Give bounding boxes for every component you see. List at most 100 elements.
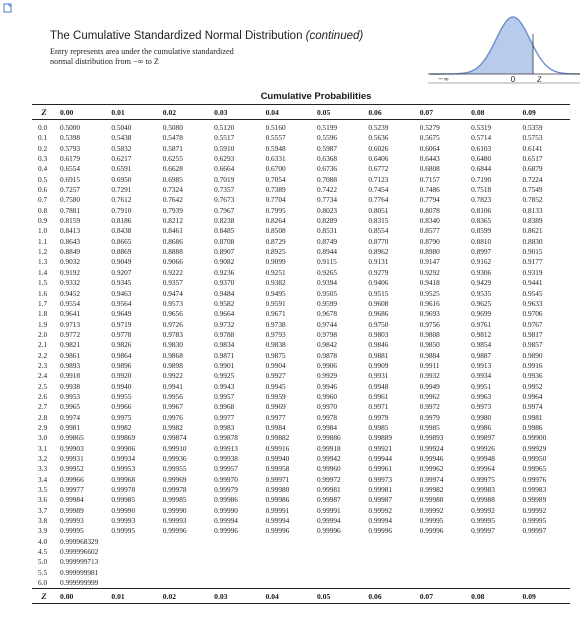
empty-cell <box>467 537 518 547</box>
table-row: 0.9 0.8159 0.8186 0.8212 0.8238 0.8264 0.8289 0… <box>32 216 570 226</box>
probability-cell: 0.7389 <box>265 185 286 195</box>
probability-cell: 0.9931 <box>368 371 389 381</box>
probability-cell: 0.99961 <box>368 464 393 474</box>
probability-cell: 0.9582 <box>214 298 235 308</box>
z-value: 0.5 <box>38 174 48 184</box>
probability-cell: 0.6808 <box>419 164 440 174</box>
table-row: 0.8 0.7881 0.7910 0.7939 0.7967 0.7995 0.8023 0… <box>32 206 570 216</box>
probability-cell: 0.99968 <box>111 474 136 484</box>
z-value: 1.9 <box>38 319 48 329</box>
probability-cell: 0.9573 <box>162 298 183 308</box>
probability-cell: 0.6628 <box>162 164 183 174</box>
probability-cell: 0.9985 <box>368 422 389 432</box>
probability-cell: 0.99978 <box>111 485 136 495</box>
probability-cell: 0.7422 <box>316 185 338 195</box>
probability-cell: 0.6664 <box>214 164 235 174</box>
probability-cell: 0.8289 <box>316 216 338 226</box>
z-value: 1.6 <box>38 288 48 298</box>
probability-cell: 0.99976 <box>522 474 547 484</box>
probability-cell: 0.99996 <box>214 526 238 536</box>
probability-cell: 0.7734 <box>316 195 338 205</box>
probability-cell: 0.9969 <box>265 402 286 412</box>
z-value: 2.1 <box>38 340 48 350</box>
empty-cell <box>210 568 261 578</box>
probability-cell: 0.6950 <box>111 174 132 184</box>
probability-cell: 0.9842 <box>316 340 338 350</box>
probability-cell: 0.9916 <box>522 360 543 370</box>
probability-cell: 0.8340 <box>419 216 440 226</box>
probability-cell: 0.9945 <box>265 381 286 391</box>
probability-cell: 0.99986 <box>265 495 290 505</box>
probability-cell: 0.9591 <box>265 298 286 308</box>
probability-cell: 0.7224 <box>522 174 543 184</box>
probability-cell: 0.6736 <box>316 164 338 174</box>
probability-cell: 0.8907 <box>214 247 235 257</box>
probability-cell: 0.99869 <box>111 433 136 443</box>
probability-cell: 0.9641 <box>60 309 81 319</box>
probability-cell: 0.99991 <box>316 505 341 515</box>
probability-cell: 0.8365 <box>471 216 492 226</box>
probability-cell: 0.9719 <box>111 319 132 329</box>
probability-cell: 0.9406 <box>368 278 389 288</box>
probability-cell: 0.99903 <box>60 443 84 453</box>
z-value: 3.5 <box>38 485 48 495</box>
table-row: 1.6 0.9452 0.9463 0.9474 0.9484 0.9495 0.9505 0… <box>32 289 570 299</box>
probability-cell: 0.9909 <box>368 360 389 370</box>
probability-cell: 0.5557 <box>265 133 286 143</box>
z-value: 1.3 <box>38 257 48 267</box>
table-caption: Cumulative Probabilities <box>260 91 372 102</box>
probability-cell: 0.7291 <box>111 185 132 195</box>
table-header: Z 0.00 0.01 0.02 0.03 0.04 0.05 0.06 0.07 0.08 0.… <box>32 104 570 120</box>
table-row: 3.4 0.99966 0.99968 0.99969 0.99970 0.99971 0.… <box>32 475 570 485</box>
probability-cell: 0.8686 <box>162 236 183 246</box>
probability-cell: 0.9918 <box>60 371 81 381</box>
probability-cell: 0.7486 <box>419 185 440 195</box>
probability-cell: 0.6406 <box>368 154 389 164</box>
probability-cell: 0.99940 <box>265 454 290 463</box>
probability-cell: 0.9236 <box>214 267 235 277</box>
probability-cell: 0.9960 <box>316 391 338 401</box>
probability-cell: 0.9821 <box>60 340 81 350</box>
probability-cell: 0.8212 <box>162 216 183 226</box>
probability-cell: 0.999999713 <box>60 557 99 567</box>
empty-cell <box>210 557 261 567</box>
table-row: 2.4 0.9918 0.9920 0.9922 0.9925 0.9927 0.9929 0… <box>32 371 570 381</box>
probability-cell: 0.99985 <box>111 495 136 505</box>
probability-cell: 0.9115 <box>316 257 337 267</box>
minus-infinity-label: −∞ <box>438 75 449 83</box>
empty-cell <box>364 568 415 578</box>
probability-cell: 0.9049 <box>111 257 132 267</box>
probability-cell: 0.5000 <box>60 123 81 132</box>
empty-cell <box>313 557 364 567</box>
probability-cell: 0.9934 <box>471 371 492 381</box>
probability-cell: 0.8159 <box>60 216 81 226</box>
table-footer: Z 0.00 0.01 0.02 0.03 0.04 0.05 0.06 0.07 0.08 0.… <box>32 588 570 605</box>
probability-cell: 0.8708 <box>214 236 235 246</box>
empty-cell <box>313 578 364 589</box>
probability-cell: 0.99991 <box>265 505 290 515</box>
cumulative-table-section: Cumulative Probabilities Z 0.00 0.01 0.02 0… <box>32 89 570 605</box>
table-row: 3.2 0.99931 0.99934 0.99936 0.99938 0.99940 0.… <box>32 454 570 464</box>
probability-cell: 0.99990 <box>162 505 187 515</box>
probability-cell: 0.6480 <box>471 154 492 164</box>
probability-cell: 0.99981 <box>316 485 341 495</box>
probability-cell: 0.9515 <box>368 288 389 298</box>
probability-cell: 0.8438 <box>111 226 132 236</box>
probability-cell: 0.99996 <box>162 526 187 536</box>
probability-cell: 0.9099 <box>265 257 286 267</box>
table-row: 1.3 0.9032 0.9049 0.9066 0.9082 0.9099 0.9115 0… <box>32 257 570 267</box>
table-row: 3.1 0.99903 0.99906 0.99910 0.99913 0.99916 0.… <box>32 444 570 454</box>
probability-cell: 0.5438 <box>111 133 132 143</box>
title-main: The Cumulative Standardized Normal Distr… <box>50 30 306 42</box>
probability-cell: 0.9345 <box>111 278 132 288</box>
probability-cell: 0.9871 <box>214 350 235 360</box>
probability-cell: 0.99994 <box>368 516 393 526</box>
probability-cell: 0.9974 <box>60 412 81 422</box>
empty-cell <box>159 547 210 557</box>
probability-cell: 0.99980 <box>265 485 290 495</box>
z-value: 2.7 <box>38 402 48 412</box>
description-line-2: normal distribution from −∞ to Z <box>50 57 159 66</box>
probability-cell: 0.9177 <box>522 257 543 267</box>
empty-cell <box>519 557 570 567</box>
probability-cell: 0.99979 <box>214 485 238 495</box>
